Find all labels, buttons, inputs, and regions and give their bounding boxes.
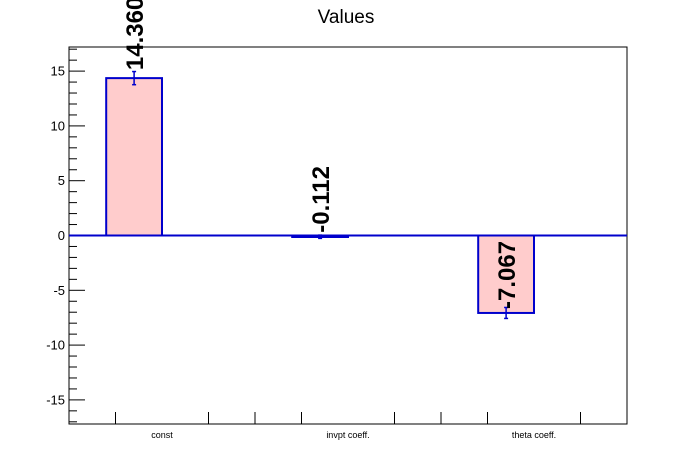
y-tick-label: 0: [58, 228, 65, 243]
category-label: const: [151, 430, 173, 440]
y-tick-label: -5: [53, 283, 65, 298]
data-label: -7.067: [494, 241, 521, 309]
y-tick-label: 15: [51, 64, 65, 79]
data-label: -0.112: [308, 166, 335, 233]
data-label: 14.360: [122, 0, 149, 70]
y-tick-label: -15: [46, 392, 65, 407]
plot-area: -15 -10 -5 0 5 10 15 14.360 const -0.112 invpt coe…: [46, 0, 628, 440]
y-tick-label: 10: [51, 118, 65, 133]
y-tick-label: 5: [58, 173, 65, 188]
bar: [105, 77, 163, 237]
category-label: theta coeff.: [512, 430, 556, 440]
y-tick-label: -10: [46, 338, 65, 353]
chart-title: Values: [318, 7, 375, 28]
category-label: invpt coeff.: [326, 430, 369, 440]
